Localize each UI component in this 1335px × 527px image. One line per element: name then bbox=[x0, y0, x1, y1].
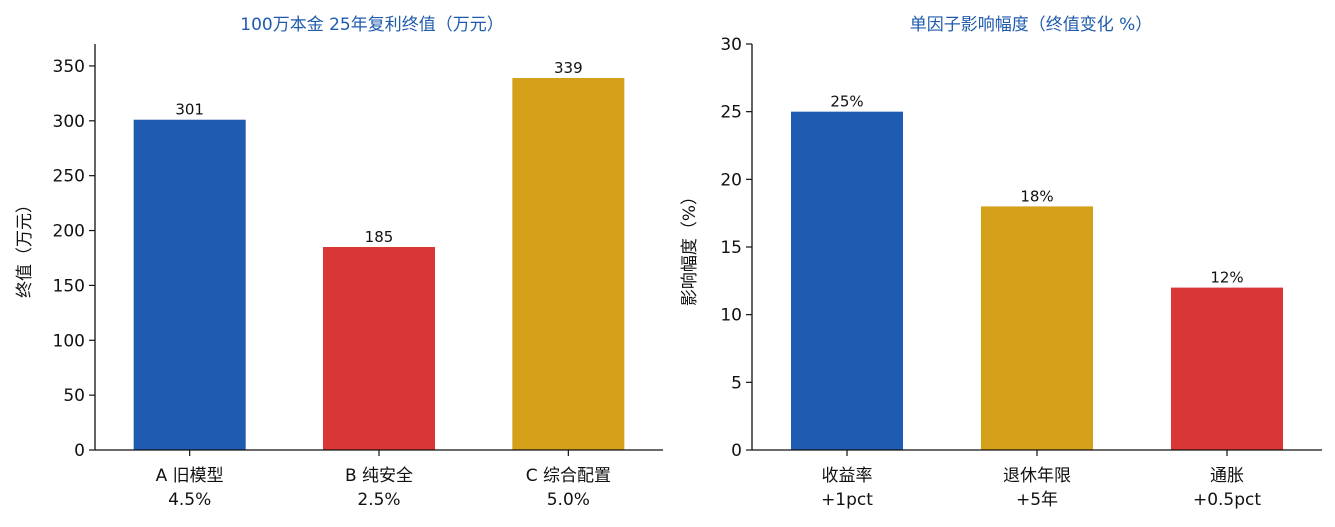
x-tick-label: B 纯安全 bbox=[345, 466, 413, 486]
y-tick-label: 15 bbox=[720, 238, 742, 258]
data-label: 25% bbox=[830, 93, 863, 111]
data-label: 301 bbox=[175, 101, 204, 119]
y-tick-label: 25 bbox=[720, 103, 742, 123]
y-tick-label: 200 bbox=[53, 222, 85, 242]
data-label: 339 bbox=[554, 59, 583, 77]
x-tick-label: 5.0% bbox=[547, 490, 590, 510]
y-tick-label: 30 bbox=[720, 35, 742, 55]
x-tick-label: 2.5% bbox=[357, 490, 400, 510]
x-tick-label: C 综合配置 bbox=[526, 466, 611, 486]
y-tick-label: 10 bbox=[720, 306, 742, 326]
bar bbox=[1171, 287, 1283, 450]
y-tick-label: 20 bbox=[720, 170, 742, 190]
y-tick-label: 250 bbox=[53, 167, 85, 187]
y-axis-title: 影响幅度（%） bbox=[680, 188, 700, 306]
x-tick-label: +1pct bbox=[821, 490, 873, 510]
x-tick-label: +5年 bbox=[1016, 490, 1058, 510]
chart-title: 单因子影响幅度（终值变化 %） bbox=[910, 15, 1153, 35]
bar bbox=[512, 78, 625, 451]
x-tick-label: A 旧模型 bbox=[156, 466, 224, 486]
bar bbox=[323, 247, 435, 450]
x-tick-label: 4.5% bbox=[168, 490, 211, 510]
bar bbox=[981, 206, 1093, 450]
y-tick-label: 0 bbox=[731, 441, 742, 461]
y-axis-title: 终值（万元） bbox=[15, 196, 35, 298]
bar bbox=[133, 119, 246, 451]
y-tick-label: 100 bbox=[53, 331, 85, 351]
x-tick-label: +0.5pct bbox=[1193, 490, 1261, 510]
data-label: 12% bbox=[1210, 269, 1243, 287]
data-label: 185 bbox=[365, 228, 394, 246]
data-label: 18% bbox=[1020, 187, 1053, 205]
y-tick-label: 150 bbox=[53, 276, 85, 296]
x-tick-label: 通胀 bbox=[1210, 466, 1244, 486]
y-tick-label: 0 bbox=[74, 441, 85, 461]
y-tick-label: 300 bbox=[53, 112, 85, 132]
y-tick-label: 350 bbox=[53, 57, 85, 77]
chart-panel-right: 单因子影响幅度（终值变化 %） 影响幅度（%） 25% 收益率 +1pct 18% 退休年限… bbox=[680, 15, 1322, 510]
chart-title: 100万本金 25年复利终值（万元） bbox=[240, 15, 503, 35]
chart-panel-left: 100万本金 25年复利终值（万元） 终值（万元） 301 A 旧模型 4.5% 185 B… bbox=[15, 15, 663, 510]
y-tick-label: 5 bbox=[731, 373, 742, 393]
bar bbox=[791, 111, 903, 451]
y-tick-label: 50 bbox=[63, 386, 85, 406]
x-tick-label: 收益率 bbox=[822, 466, 873, 486]
x-tick-label: 退休年限 bbox=[1003, 466, 1071, 486]
